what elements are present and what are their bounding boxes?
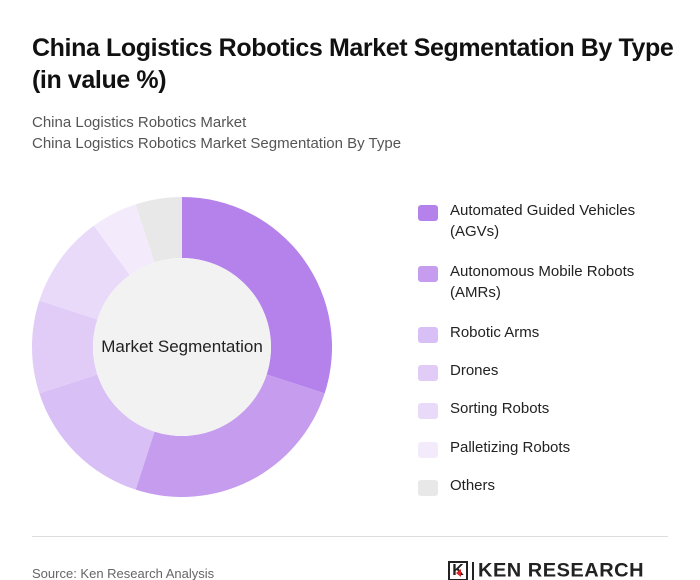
- legend-label: Automated Guided Vehicles (AGVs): [450, 202, 636, 240]
- donut-segment[interactable]: [93, 204, 155, 275]
- source-note: Source: Ken Research Analysis: [32, 566, 215, 580]
- breadcrumb-segmentation: China Logistics Robotics Market Segmenta…: [32, 135, 402, 152]
- legend-label: Robotic Arms: [450, 324, 540, 341]
- legend-swatch-icon: [418, 365, 438, 381]
- legend-item-drones[interactable]: Drones: [418, 360, 670, 381]
- legend-item-agv[interactable]: Automated Guided Vehicles (AGVs): [418, 200, 670, 242]
- legend-label: Drones: [450, 362, 499, 379]
- legend-label: Autonomous Mobile Robots (AMRs): [450, 263, 635, 301]
- donut-segment[interactable]: [39, 225, 130, 320]
- breadcrumb-market: China Logistics Robotics Market: [32, 114, 247, 131]
- legend-label: Sorting Robots: [450, 400, 550, 417]
- donut-segment[interactable]: [135, 374, 325, 497]
- legend-item-sorting-robots[interactable]: Sorting Robots: [418, 398, 670, 419]
- donut-svg: [32, 197, 332, 497]
- donut-segment[interactable]: [182, 197, 332, 394]
- legend-item-robotic-arms[interactable]: Robotic Arms: [418, 322, 670, 343]
- donut-chart: Market Segmentation: [32, 197, 332, 497]
- logo-divider: [472, 562, 474, 580]
- footer-divider: [32, 536, 668, 537]
- donut-hole: [93, 258, 271, 436]
- legend-swatch-icon: [418, 442, 438, 458]
- legend-swatch-icon: [418, 266, 438, 282]
- legend-swatch-icon: [418, 205, 438, 221]
- ken-research-logo: K KEN RESEARCH: [448, 560, 645, 580]
- legend-item-amr[interactable]: Autonomous Mobile Robots (AMRs): [418, 261, 670, 303]
- legend-label: Others: [450, 477, 496, 494]
- chart-title: China Logistics Robotics Market Segmenta…: [32, 34, 674, 94]
- logo-text: KEN RESEARCH: [478, 560, 645, 580]
- legend-item-others[interactable]: Others: [418, 475, 670, 496]
- legend-label: Palletizing Robots: [450, 439, 571, 456]
- legend-swatch-icon: [418, 327, 438, 343]
- donut-segment[interactable]: [39, 374, 155, 490]
- legend-swatch-icon: [418, 403, 438, 419]
- donut-segment[interactable]: [32, 300, 98, 394]
- legend-swatch-icon: [418, 480, 438, 496]
- logo-k-icon: K: [448, 561, 468, 580]
- donut-segment[interactable]: [135, 197, 182, 263]
- legend-item-palletizing-robots[interactable]: Palletizing Robots: [418, 437, 670, 458]
